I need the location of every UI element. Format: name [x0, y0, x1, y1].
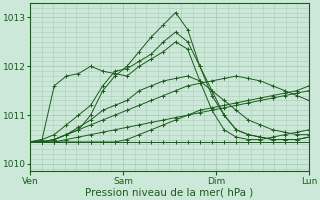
X-axis label: Pression niveau de la mer( hPa ): Pression niveau de la mer( hPa ) [85, 187, 254, 197]
